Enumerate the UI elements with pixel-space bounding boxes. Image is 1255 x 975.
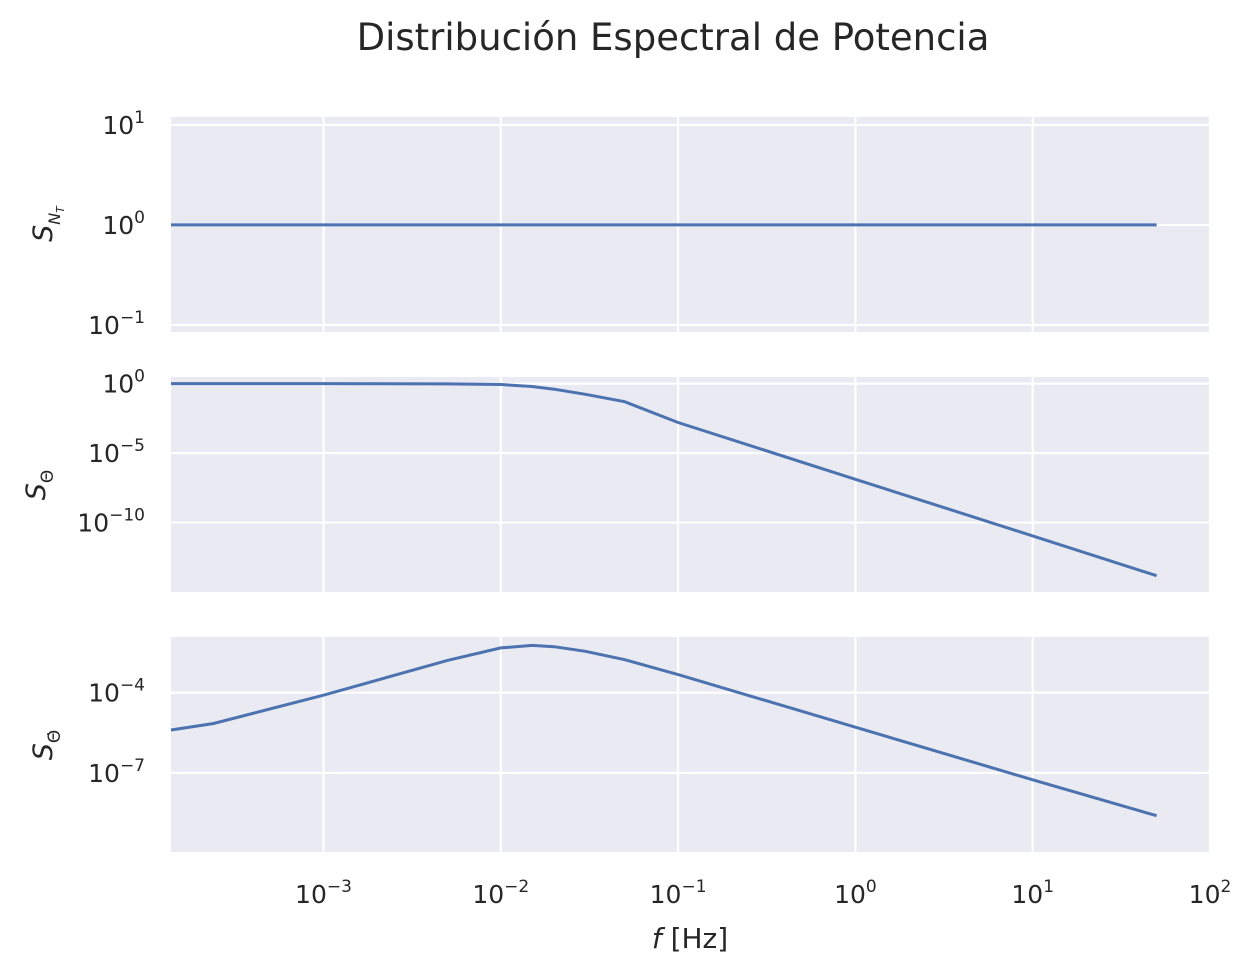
subplot-3-series-line [170, 643, 1158, 818]
subplot-3-background [171, 637, 1210, 852]
subplot-1: 101 100 10−1 SNT [28, 108, 1212, 340]
subplot-2-y-ticks: 100 10−5 10−10 [77, 367, 145, 538]
subplot-2-ylabel: SΘ [21, 470, 58, 501]
subplot-2: 100 10−5 10−10 SΘ [21, 367, 1212, 592]
y-tick-label: 101 [102, 108, 145, 140]
x-axis-ticks: 10−3 10−2 10−1 100 101 102 [295, 877, 1231, 909]
subplot-3-ylabel: SΘ̇ [28, 730, 65, 761]
y-tick-label: 10−7 [88, 756, 145, 788]
x-tick-label: 102 [1189, 877, 1232, 909]
subplot-2-grid [171, 377, 1212, 592]
subplot-3: 10−4 10−7 SΘ̇ [28, 637, 1212, 852]
y-tick-label: 10−4 [88, 676, 145, 708]
x-tick-label: 10−3 [295, 877, 352, 909]
subplot-2-series-line [171, 382, 1158, 578]
x-tick-label: 101 [1011, 877, 1054, 909]
chart-title: Distribución Espectral de Potencia [357, 16, 990, 59]
y-tick-label: 10−1 [88, 308, 145, 340]
subplot-1-y-ticks: 101 100 10−1 [88, 108, 145, 340]
y-tick-label: 100 [102, 208, 145, 240]
x-tick-label: 10−2 [472, 877, 529, 909]
x-tick-label: 100 [834, 877, 877, 909]
subplot-1-ylabel: SNT [28, 205, 67, 242]
y-tick-label: 10−5 [88, 436, 145, 468]
x-tick-label: 10−1 [650, 877, 707, 909]
subplot-3-grid [171, 637, 1212, 852]
subplot-3-y-ticks: 10−4 10−7 [88, 676, 145, 788]
x-axis-label: f [Hz] [652, 922, 728, 955]
subplot-2-background [171, 377, 1210, 592]
y-tick-label: 100 [102, 367, 145, 399]
y-tick-label: 10−10 [77, 506, 145, 538]
